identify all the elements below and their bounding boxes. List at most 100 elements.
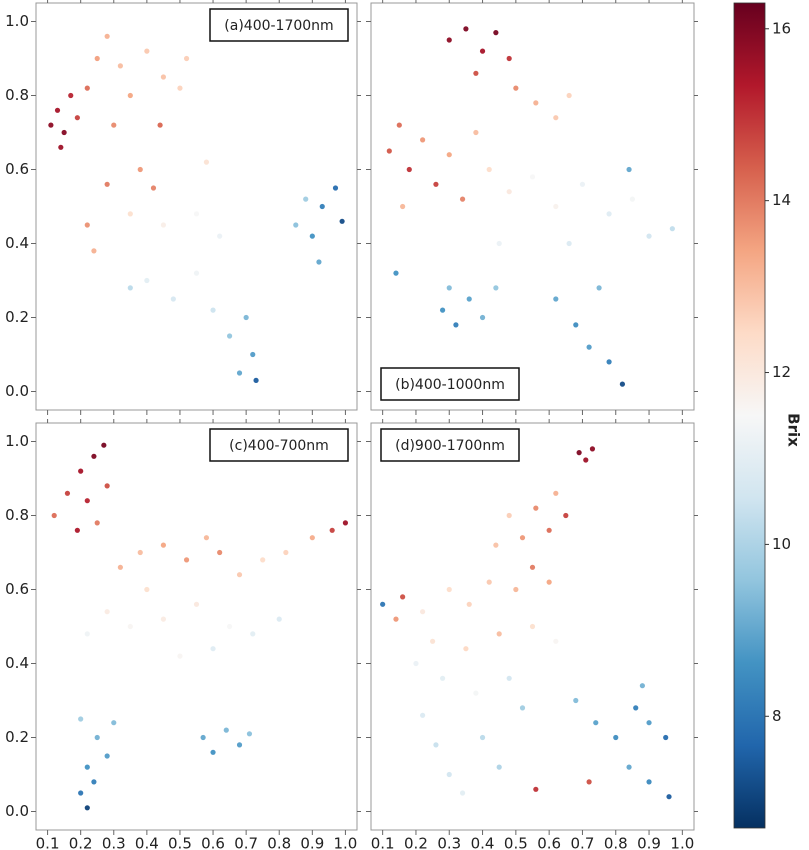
- point: [84, 498, 90, 504]
- point: [393, 616, 399, 622]
- point: [496, 240, 502, 247]
- point: [54, 107, 61, 113]
- point: [466, 296, 472, 302]
- point: [586, 344, 592, 350]
- title-box: [380, 428, 520, 462]
- point: [210, 749, 216, 755]
- x-tick-label: 0.5: [504, 835, 528, 850]
- point: [633, 705, 639, 711]
- x-tick-label: 0.5: [168, 835, 192, 850]
- point: [193, 270, 200, 276]
- point: [104, 483, 110, 489]
- x-tick-label: 0.2: [404, 835, 428, 850]
- point: [193, 211, 200, 217]
- point: [579, 181, 586, 187]
- point: [104, 33, 110, 39]
- point: [593, 720, 599, 726]
- point: [493, 285, 499, 291]
- x-tick-label: 0.8: [267, 835, 291, 850]
- point: [493, 542, 499, 548]
- point: [400, 594, 406, 600]
- y-tick-label: 1.0: [5, 12, 29, 30]
- x-tick-label: 0.2: [69, 835, 93, 850]
- x-tick-label: 0.4: [471, 835, 495, 850]
- point: [104, 181, 110, 187]
- point: [386, 148, 392, 154]
- point: [144, 48, 150, 54]
- point: [246, 731, 253, 737]
- point: [283, 549, 289, 556]
- point: [78, 468, 84, 474]
- point: [160, 222, 167, 228]
- point: [217, 549, 223, 556]
- point: [506, 55, 512, 62]
- x-tick-label: 0.4: [135, 835, 159, 850]
- point: [91, 453, 97, 459]
- point: [519, 535, 526, 541]
- x-tick-label: 1.0: [670, 835, 694, 850]
- x-tick-label: 0.8: [604, 835, 628, 850]
- y-tick-label: 0.0: [5, 382, 29, 400]
- point: [400, 203, 406, 210]
- point: [459, 196, 466, 202]
- point: [250, 351, 256, 358]
- point: [430, 638, 436, 644]
- colorbar-tick-label: 8: [772, 707, 782, 725]
- point: [177, 653, 183, 659]
- x-tick-label: 0.6: [537, 835, 561, 850]
- point: [64, 490, 71, 496]
- point: [236, 370, 243, 376]
- point: [519, 705, 526, 711]
- point: [144, 586, 150, 593]
- point: [606, 211, 612, 217]
- point: [183, 55, 190, 62]
- colorbar-tick-label: 10: [772, 535, 791, 553]
- point: [513, 85, 519, 91]
- x-tick-label: 0.7: [234, 835, 258, 850]
- point: [473, 690, 479, 696]
- x-tick-label: 0.3: [102, 835, 126, 850]
- point: [332, 185, 339, 191]
- point: [243, 314, 249, 321]
- x-tick-label: 0.7: [571, 835, 595, 850]
- point: [496, 764, 502, 770]
- y-tick-label: 0.6: [5, 160, 29, 178]
- point: [144, 277, 150, 284]
- colorbar: [733, 2, 766, 829]
- point: [111, 720, 117, 726]
- point: [566, 240, 572, 247]
- point: [583, 457, 589, 463]
- panel-frame: [35, 422, 358, 831]
- panel-frame: [35, 2, 358, 411]
- point: [466, 601, 472, 607]
- point: [576, 450, 582, 456]
- point: [553, 203, 559, 210]
- panel-title: (a)400-1700nm: [224, 18, 333, 34]
- point: [170, 296, 176, 302]
- point: [420, 137, 426, 143]
- point: [226, 623, 233, 630]
- panel-frame: [370, 2, 695, 411]
- panel-title: (b)400-1000nm: [395, 377, 505, 393]
- point: [639, 683, 645, 689]
- point: [513, 586, 519, 593]
- point: [439, 307, 446, 313]
- y-tick-label: 0.4: [5, 654, 29, 672]
- title-box: [209, 8, 349, 42]
- point: [463, 26, 469, 32]
- point: [439, 675, 446, 681]
- point: [84, 764, 90, 770]
- title-box: [209, 428, 349, 462]
- point: [420, 609, 426, 615]
- point: [646, 779, 652, 785]
- point: [183, 557, 190, 563]
- point: [84, 85, 90, 91]
- point: [393, 270, 399, 276]
- point: [446, 586, 452, 593]
- y-tick-label: 0.8: [5, 86, 29, 104]
- point: [479, 48, 486, 54]
- point: [203, 159, 210, 165]
- point: [529, 174, 536, 180]
- point: [74, 115, 80, 121]
- point: [646, 233, 652, 239]
